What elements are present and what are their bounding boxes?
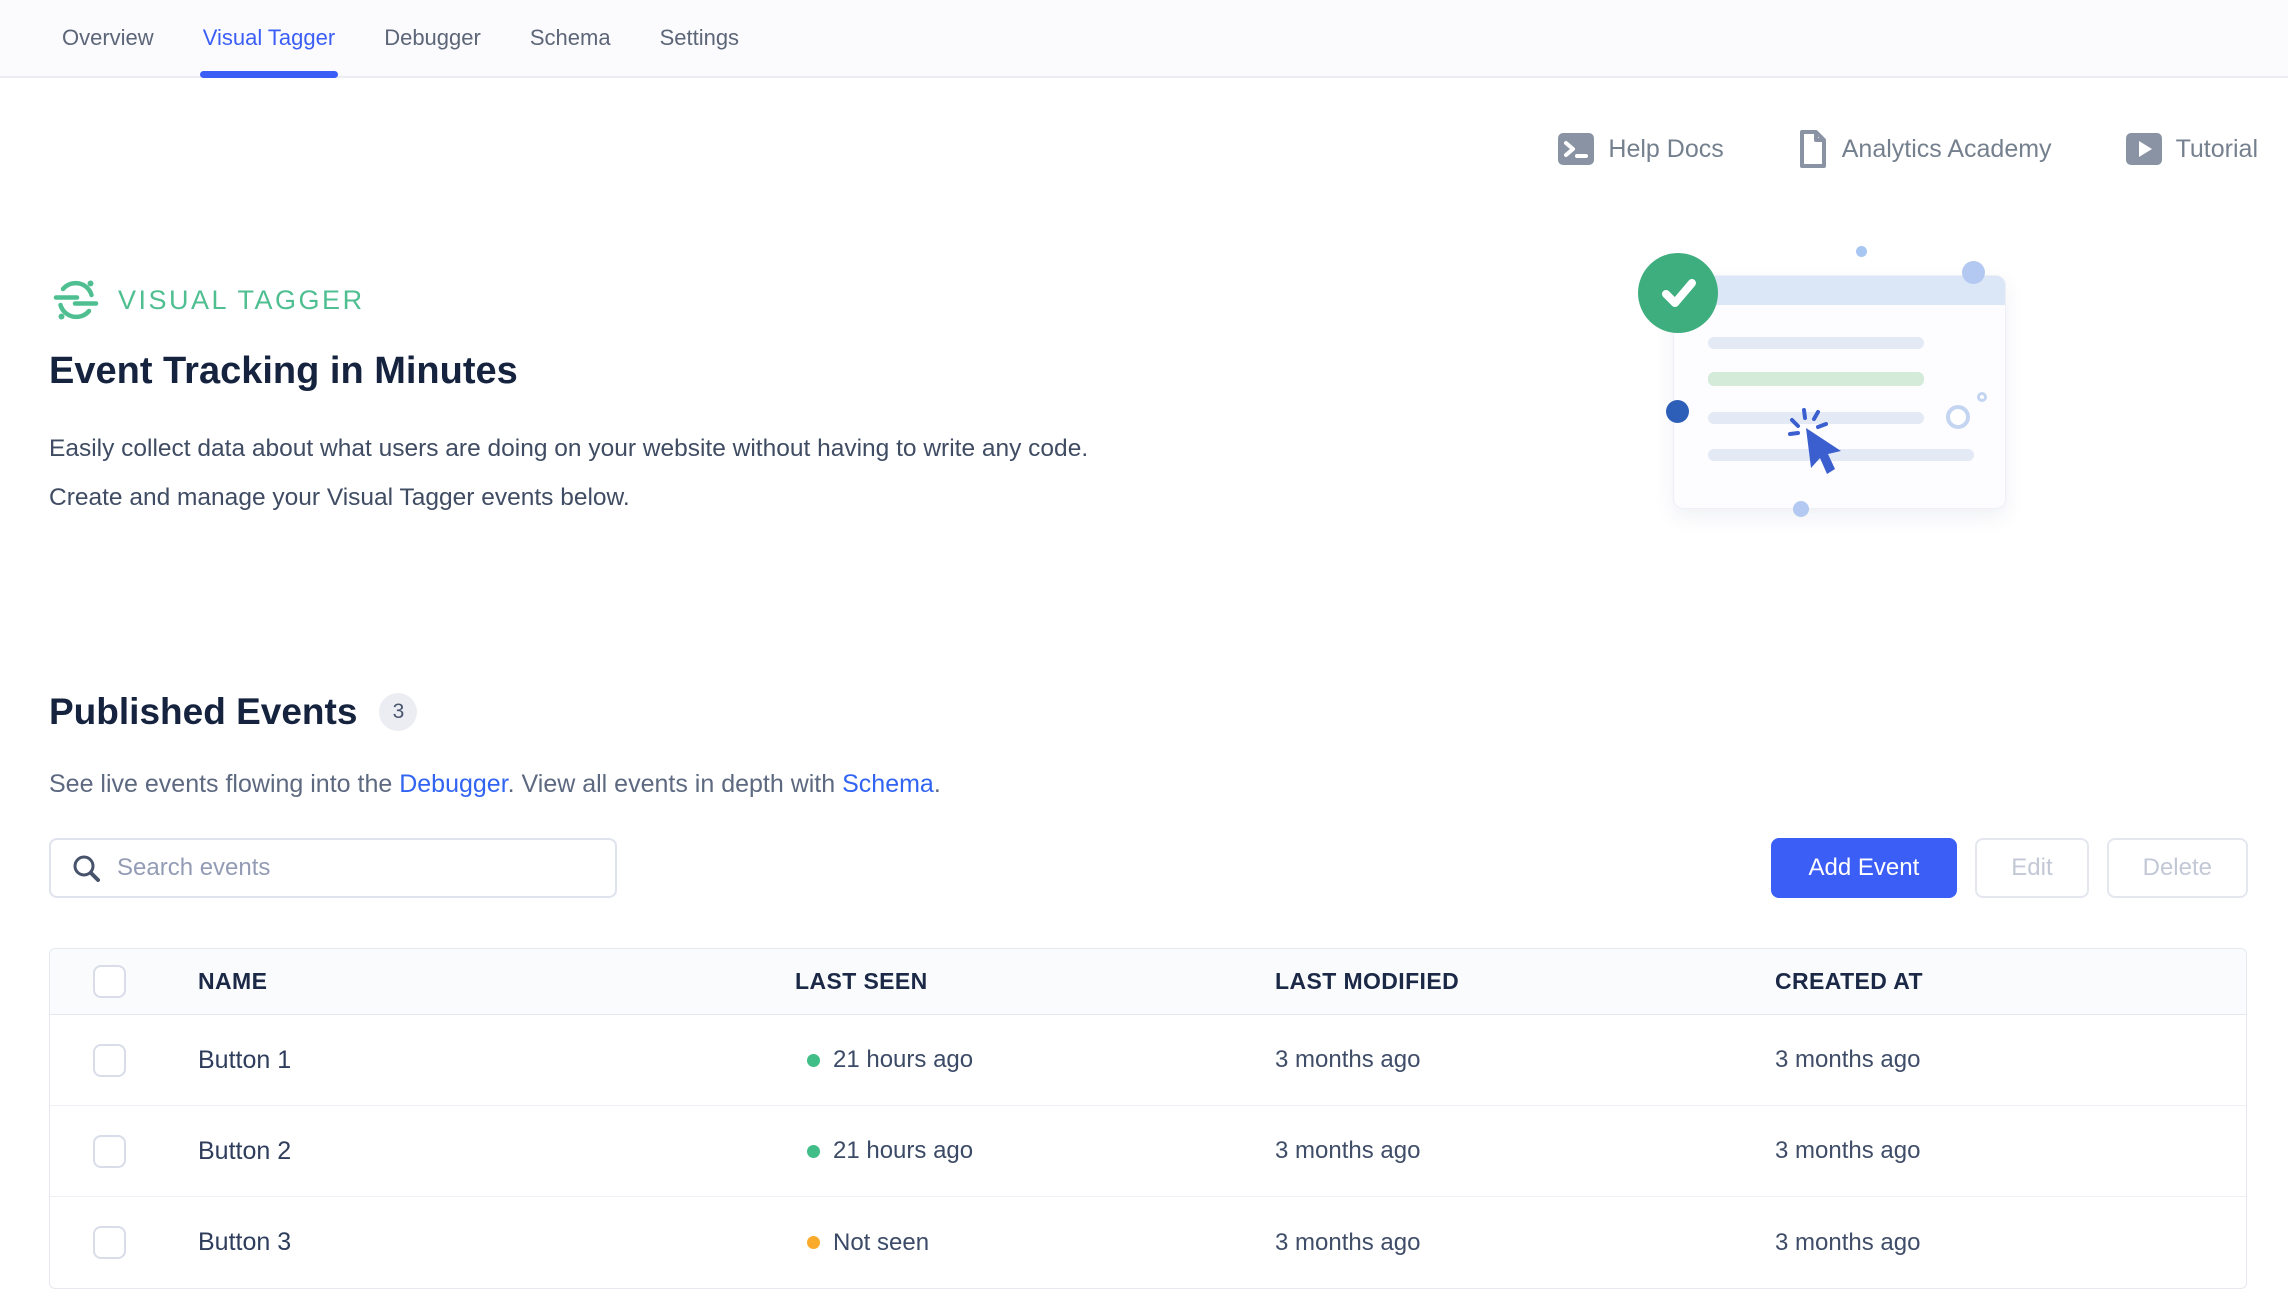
tab-settings[interactable]: Settings (660, 0, 740, 76)
decor-dot (1793, 501, 1809, 517)
tab-schema[interactable]: Schema (530, 0, 611, 76)
column-header-created-at: CREATED AT (1775, 968, 1923, 994)
event-name: Button 1 (198, 1045, 292, 1074)
column-header-name: NAME (198, 968, 268, 994)
row-checkbox-cell (50, 1226, 198, 1259)
last-seen-value: Not seen (833, 1228, 930, 1256)
last-modified-value: 3 months ago (1275, 1046, 1421, 1073)
events-table: NAME LAST SEEN LAST MODIFIED CREATED AT … (49, 948, 2247, 1289)
last-seen-cell: 21 hours ago (795, 1046, 1275, 1074)
last-seen-value: 21 hours ago (833, 1137, 974, 1164)
decor-ring (1977, 392, 1987, 402)
document-icon (1798, 130, 1828, 168)
top-navbar: Overview Visual Tagger Debugger Schema S… (0, 0, 2288, 78)
visual-tagger-eyebrow: VISUAL TAGGER (52, 276, 365, 324)
tab-label: Visual Tagger (202, 25, 336, 50)
created-at-value: 3 months ago (1775, 1137, 1921, 1164)
page-description-line-1: Easily collect data about what users are… (49, 435, 1089, 462)
search-box (49, 838, 617, 898)
illustration-highlight-bar (1708, 372, 1924, 386)
last-modified-value: 3 months ago (1275, 1137, 1421, 1164)
subtitle-text: . (933, 770, 941, 798)
delete-button[interactable]: Delete (2106, 838, 2248, 898)
event-name: Button 3 (198, 1228, 292, 1256)
decor-dot (1666, 400, 1689, 423)
debugger-link[interactable]: Debugger (399, 770, 508, 798)
table-header-row: NAME LAST SEEN LAST MODIFIED CREATED AT (50, 949, 2246, 1015)
page-description: Easily collect data about what users are… (49, 424, 1088, 522)
terminal-icon (1558, 133, 1595, 165)
row-checkbox-cell (50, 1134, 198, 1168)
events-toolbar: Add Event Edit Delete (49, 838, 2248, 898)
table-row[interactable]: Button 3 Not seen 3 months ago 3 months … (50, 1197, 2246, 1288)
search-icon (71, 853, 101, 883)
tab-label: Overview (62, 25, 154, 50)
active-tab-indicator (199, 71, 339, 78)
hero-illustration (1638, 230, 2070, 540)
last-seen-cell: 21 hours ago (795, 1137, 1275, 1165)
schema-link[interactable]: Schema (842, 770, 934, 798)
check-circle-icon (1638, 253, 1718, 333)
event-name: Button 2 (198, 1136, 292, 1165)
page-description-line-2: Create and manage your Visual Tagger eve… (49, 484, 630, 511)
column-header-last-modified: LAST MODIFIED (1275, 968, 1460, 994)
subtitle-text: See live events flowing into the (49, 770, 400, 798)
row-checkbox-cell (50, 1043, 198, 1077)
count-badge: 3 (379, 693, 418, 731)
tab-label: Settings (659, 25, 740, 50)
help-links: Help Docs Analytics Academy Tutorial (1558, 130, 2258, 168)
tab-visual-tagger[interactable]: Visual Tagger (199, 0, 339, 78)
table-row[interactable]: Button 2 21 hours ago 3 months ago 3 mon… (50, 1106, 2246, 1197)
last-seen-value: 21 hours ago (833, 1046, 974, 1073)
search-input[interactable] (117, 854, 595, 882)
illustration-bar (1708, 337, 1924, 349)
illustration-bar (1708, 449, 1974, 461)
cursor-click-icon (1782, 406, 1856, 487)
illustration-header-strip (1674, 276, 2005, 305)
eyebrow-label: VISUAL TAGGER (118, 284, 365, 315)
published-events-header: Published Events 3 (49, 691, 418, 733)
decor-dot (1856, 246, 1867, 257)
select-all-cell (50, 965, 198, 998)
analytics-academy-label: Analytics Academy (1841, 134, 2052, 163)
row-checkbox[interactable] (93, 1134, 126, 1168)
help-docs-label: Help Docs (1608, 134, 1724, 163)
section-subtitle: See live events flowing into the Debugge… (49, 770, 941, 799)
page-title: Event Tracking in Minutes (49, 350, 518, 392)
decor-ring (1946, 405, 1970, 429)
add-event-button[interactable]: Add Event (1770, 838, 1958, 898)
tab-label: Schema (529, 25, 611, 50)
subtitle-text: . View all events in depth with (507, 770, 843, 798)
created-at-value: 3 months ago (1775, 1228, 1921, 1256)
row-checkbox[interactable] (93, 1043, 126, 1077)
tab-overview[interactable]: Overview (62, 0, 154, 76)
tutorial-label: Tutorial (2175, 134, 2258, 163)
tab-label: Debugger (384, 25, 481, 50)
segment-logo-icon (52, 276, 100, 324)
last-seen-cell: Not seen (795, 1229, 1275, 1257)
row-checkbox[interactable] (93, 1226, 126, 1259)
tutorial-link[interactable]: Tutorial (2125, 133, 2258, 165)
status-dot (807, 1053, 820, 1067)
created-at-value: 3 months ago (1775, 1046, 1921, 1073)
section-title: Published Events (49, 691, 358, 732)
analytics-academy-link[interactable]: Analytics Academy (1798, 130, 2052, 168)
edit-button[interactable]: Edit (1975, 838, 2089, 898)
last-modified-value: 3 months ago (1275, 1228, 1421, 1256)
illustration-card (1673, 275, 2006, 509)
table-row[interactable]: Button 1 21 hours ago 3 months ago 3 mon… (50, 1015, 2246, 1106)
decor-dot (1962, 261, 1985, 284)
select-all-checkbox[interactable] (93, 965, 126, 998)
status-dot (807, 1236, 820, 1249)
status-dot (807, 1144, 820, 1158)
play-icon (2125, 133, 2162, 165)
help-docs-link[interactable]: Help Docs (1558, 133, 1724, 165)
tab-debugger[interactable]: Debugger (384, 0, 481, 76)
column-header-last-seen: LAST SEEN (795, 968, 928, 994)
